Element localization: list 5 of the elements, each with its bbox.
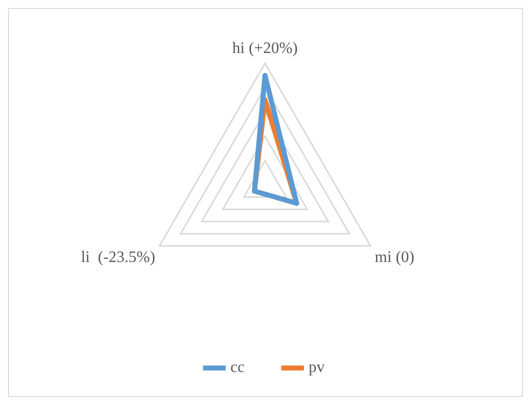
spoke-label: mi (0)	[374, 249, 414, 266]
legend-label: cc	[230, 359, 245, 376]
legend-label: pv	[308, 359, 325, 376]
spoke-label: li (-23.5%)	[80, 249, 156, 266]
spoke-label: hi (+20%)	[232, 40, 298, 57]
